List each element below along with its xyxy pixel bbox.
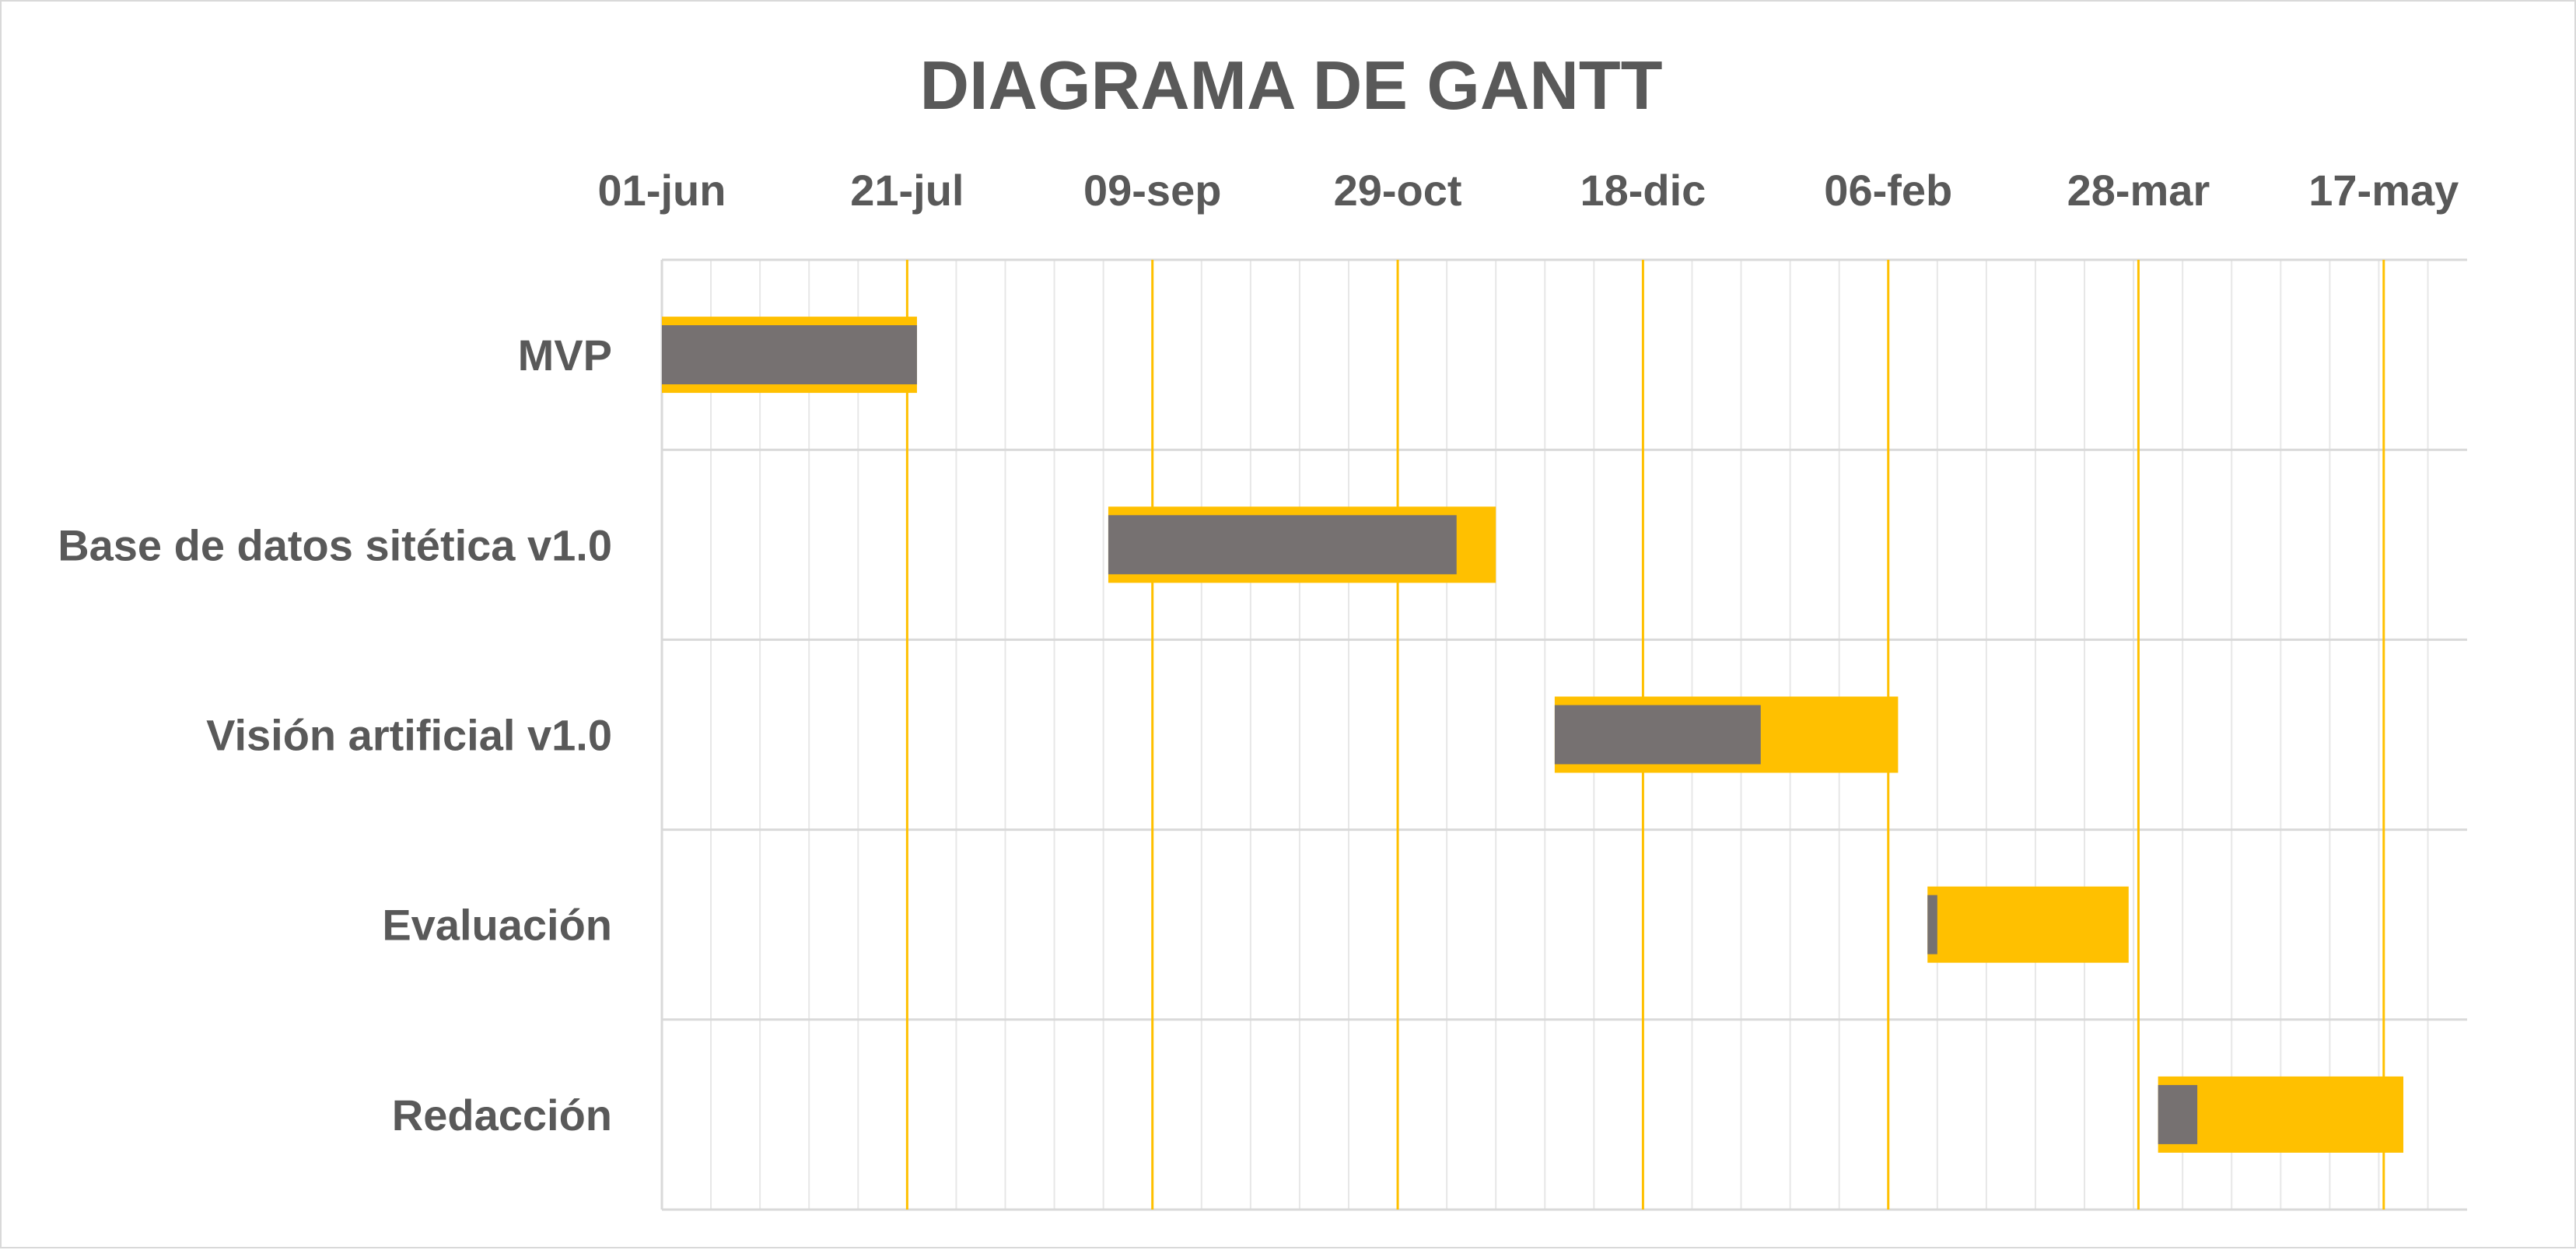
x-tick-label: 18-dic (1580, 166, 1706, 215)
task-label: Evaluación (382, 901, 612, 950)
chart-title: DIAGRAMA DE GANTT (920, 47, 1663, 124)
x-axis-tick-labels: 01-jun 21-jul 09-sep 29-oct 18-dic 06-feb 28-m… (598, 166, 2459, 215)
progress-bar (1108, 515, 1457, 575)
progress-bar (1927, 895, 1937, 954)
minor-gridlines (661, 260, 2429, 1210)
x-tick-label: 09-sep (1083, 166, 1221, 215)
x-tick-label: 29-oct (1334, 166, 1462, 215)
progress-bar (2158, 1084, 2198, 1144)
planned-duration-bar (1927, 886, 2129, 963)
task-labels: MVP Base de datos sitética v1.0 Visión art… (58, 331, 612, 1140)
planned-duration-bar (2158, 1076, 2404, 1153)
x-tick-label: 21-jul (850, 166, 964, 215)
x-tick-label: 28-mar (2067, 166, 2210, 215)
x-tick-label: 17-may (2308, 166, 2459, 215)
progress-bar (662, 325, 917, 385)
task-bars (662, 317, 2404, 1153)
task-label: Base de datos sitética v1.0 (58, 520, 612, 569)
x-tick-label: 01-jun (598, 166, 726, 215)
row-dividers (660, 258, 2467, 1211)
task-label: Visión artificial v1.0 (206, 711, 612, 760)
task-label: Redacción (392, 1091, 612, 1140)
x-tick-label: 06-feb (1824, 166, 1952, 215)
progress-bar (1554, 705, 1761, 765)
task-label: MVP (518, 331, 612, 380)
